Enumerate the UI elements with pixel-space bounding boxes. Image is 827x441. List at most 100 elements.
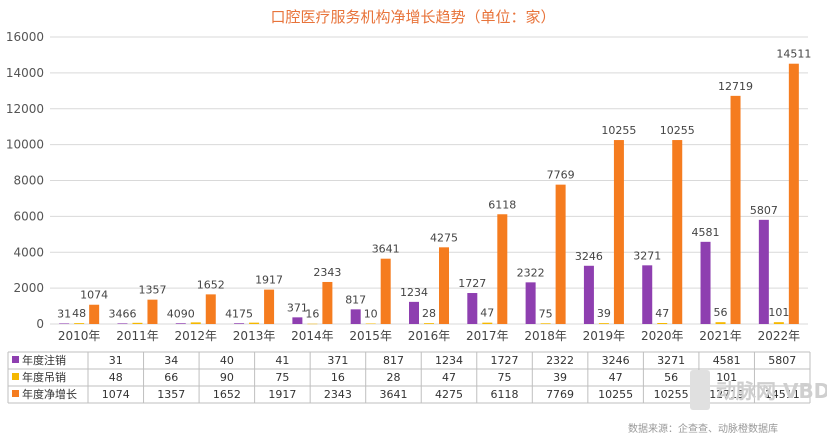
data-label: 1074 xyxy=(80,289,108,302)
table-cell: 371 xyxy=(327,354,348,367)
data-label: 4175 xyxy=(225,307,253,320)
bar-1 xyxy=(350,309,361,324)
data-label: 14511 xyxy=(776,48,811,61)
y-tick-label: 14000 xyxy=(6,66,44,80)
data-label: 101 xyxy=(768,306,789,319)
table-cell: 41 xyxy=(275,354,289,367)
category-label: 2010年 xyxy=(58,329,101,343)
bar-2 xyxy=(715,322,726,324)
table-cell: 1652 xyxy=(213,388,241,401)
watermark-logo-mark xyxy=(690,370,710,410)
data-label: 3271 xyxy=(633,249,661,262)
bar-1 xyxy=(59,323,70,324)
category-label: 2012年 xyxy=(174,329,217,343)
data-label: 371 xyxy=(287,301,308,314)
table-cell: 10255 xyxy=(598,388,633,401)
table-cell: 7769 xyxy=(546,388,574,401)
bar-3 xyxy=(555,184,566,324)
bar-1 xyxy=(175,323,186,324)
table-cell: 40 xyxy=(220,354,234,367)
y-tick-label: 4000 xyxy=(13,245,44,259)
table-cell: 66 xyxy=(164,371,178,384)
data-label: 1234 xyxy=(400,286,428,299)
data-label: 12719 xyxy=(718,80,753,93)
table-cell: 47 xyxy=(442,371,456,384)
table-cell: 12719 xyxy=(709,388,744,401)
category-label: 2019年 xyxy=(583,329,626,343)
bar-2 xyxy=(365,323,376,324)
table-cell: 1074 xyxy=(102,388,130,401)
legend-swatch xyxy=(12,390,19,397)
bar-2 xyxy=(482,322,493,324)
bar-1 xyxy=(758,219,769,324)
bar-3 xyxy=(205,294,216,324)
bar-2 xyxy=(424,323,434,324)
bar-1 xyxy=(234,323,245,324)
data-label: 31 xyxy=(57,307,71,320)
table-cell: 28 xyxy=(386,371,400,384)
data-label: 75 xyxy=(539,307,553,320)
bar-3 xyxy=(730,95,741,324)
table-cell: 10255 xyxy=(654,388,689,401)
data-label: 4275 xyxy=(430,231,458,244)
x-axis: 2010年 2011年 2012年 2013年 2014年 2015年 2016年 2017年… xyxy=(58,329,800,343)
category-label: 2022年 xyxy=(758,329,801,343)
data-label: 7769 xyxy=(547,169,575,182)
table-cell: 75 xyxy=(275,371,289,384)
data-label: 1727 xyxy=(458,277,486,290)
bar-3 xyxy=(497,214,508,324)
bar-2 xyxy=(190,322,201,324)
table-cell: 75 xyxy=(498,371,512,384)
y-tick-label: 10000 xyxy=(6,138,44,152)
table-cell: 5807 xyxy=(768,354,796,367)
table-cell: 4581 xyxy=(713,354,741,367)
category-label: 2013年 xyxy=(233,329,276,343)
bar-3 xyxy=(439,247,449,324)
data-label: 10255 xyxy=(660,124,695,137)
data-label: 10 xyxy=(364,307,378,320)
bar-2 xyxy=(132,322,143,324)
data-label: 47 xyxy=(480,307,494,320)
category-label: 2011年 xyxy=(116,329,159,343)
table-cell: 1917 xyxy=(268,388,296,401)
watermark-logo: 动脉网 VBDATA.CN xyxy=(690,370,827,410)
bar-3 xyxy=(147,299,158,324)
data-label: 10255 xyxy=(601,124,636,137)
data-table: 年度注销 31 34 40 41 371 817 1234 1727 2322 3246 3271 45… xyxy=(7,351,811,404)
bar-2 xyxy=(74,323,85,324)
data-label: 16 xyxy=(305,308,319,321)
table-cell: 16 xyxy=(331,371,345,384)
data-label: 3641 xyxy=(372,243,400,256)
data-label: 28 xyxy=(422,307,436,320)
grid-layer xyxy=(50,36,808,325)
bar-3 xyxy=(613,140,624,324)
y-tick-label: 6000 xyxy=(13,209,44,223)
legend-entry: 年度注销 xyxy=(22,353,66,367)
data-label: 6118 xyxy=(488,198,516,211)
bar-3 xyxy=(264,289,275,324)
table-cell: 56 xyxy=(664,371,678,384)
category-label: 2018年 xyxy=(524,329,567,343)
data-label: 39 xyxy=(597,307,611,320)
data-label: 1357 xyxy=(138,284,166,297)
bar-3 xyxy=(322,281,333,324)
bar-2 xyxy=(773,322,784,324)
data-label: 4090 xyxy=(167,307,195,320)
category-label: 2014年 xyxy=(291,329,334,343)
category-label: 2021年 xyxy=(699,329,742,343)
data-label: 3246 xyxy=(575,250,603,263)
bar-1 xyxy=(292,317,303,324)
bar-3 xyxy=(672,140,683,324)
data-label: 4581 xyxy=(692,226,720,239)
category-label: 2016年 xyxy=(408,329,451,343)
y-axis: 0 2000 4000 6000 8000 10000 12000 14000 16000 xyxy=(6,30,44,331)
table-cell: 1234 xyxy=(435,354,463,367)
table-cell: 817 xyxy=(383,354,404,367)
data-label: 817 xyxy=(345,293,366,306)
category-label: 2017年 xyxy=(466,329,509,343)
table-cell: 48 xyxy=(109,371,123,384)
table-cell: 6118 xyxy=(491,388,519,401)
legend-swatch xyxy=(12,356,19,363)
